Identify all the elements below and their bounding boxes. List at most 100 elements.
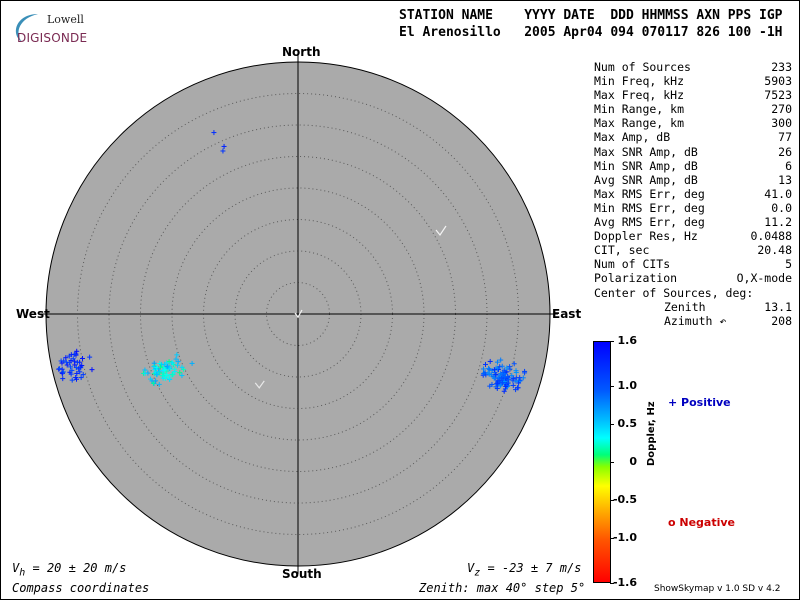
source-marker — [156, 381, 162, 387]
colorbar-tick — [610, 537, 614, 539]
source-marker — [87, 354, 93, 360]
source-marker — [172, 369, 178, 375]
source-marker — [156, 369, 162, 375]
source-marker — [486, 365, 492, 371]
source-marker — [177, 370, 183, 376]
vh-symbol: V — [12, 561, 20, 575]
compass-west-label: West — [16, 307, 50, 321]
legend-negative: o Negative — [668, 516, 736, 529]
colorbar-tick-label: -1.0 — [612, 530, 637, 544]
source-marker — [513, 387, 519, 393]
stat-value: 208 — [771, 313, 792, 328]
zenith-scale-note: Zenith: max 40° step 5° — [419, 581, 586, 595]
source-marker — [68, 352, 74, 358]
velocity-vector-marker — [294, 309, 303, 319]
source-marker — [74, 359, 80, 365]
source-marker — [57, 366, 63, 372]
legend-positive: + Positive — [668, 396, 731, 409]
source-marker — [505, 375, 511, 381]
stat-row: Num of Sources 233 — [594, 60, 792, 74]
compass-east-label: East — [552, 307, 582, 321]
source-marker — [516, 380, 522, 386]
stat-label: Num of Sources — [594, 60, 691, 74]
stat-value: 6 — [785, 158, 792, 173]
stats-panel: Num of Sources 233 Min Freq, kHz 5903 Max Fr… — [594, 60, 792, 328]
source-marker — [487, 358, 493, 364]
source-marker — [489, 368, 495, 374]
source-marker — [175, 359, 181, 365]
source-marker — [80, 372, 86, 378]
stat-value: 26 — [778, 144, 792, 159]
source-marker — [498, 375, 504, 381]
source-marker — [511, 361, 517, 367]
stat-label: Azimuth ↶ — [664, 313, 727, 328]
source-marker — [501, 388, 507, 394]
vz-symbol: V — [467, 561, 475, 575]
source-marker — [507, 364, 513, 370]
source-marker — [499, 363, 505, 369]
source-marker — [160, 375, 166, 381]
source-marker — [70, 356, 76, 362]
stat-label: Min Freq, kHz — [594, 74, 685, 89]
source-marker — [179, 373, 185, 379]
colorbar-tick-label: -1.6 — [612, 576, 637, 589]
vh-value: = 20 ± 20 m/s — [25, 561, 127, 575]
source-marker — [159, 362, 165, 368]
stat-value: 7523 — [764, 88, 792, 103]
coordinate-system-note: Compass coordinates — [12, 581, 150, 595]
stat-row: Azimuth ↶ 208 — [594, 314, 792, 328]
source-marker — [510, 382, 516, 388]
source-marker — [491, 375, 497, 381]
source-marker — [59, 360, 65, 366]
stat-value: 300 — [771, 116, 792, 131]
stat-label: Max Amp, dB — [594, 130, 671, 145]
colorbar-tick-label: 1.0 — [617, 379, 638, 393]
stat-label: Min RMS Err, deg — [594, 200, 705, 215]
source-marker — [63, 359, 69, 365]
source-marker — [68, 364, 74, 370]
stat-row: Max Range, km 300 — [594, 116, 792, 130]
stat-label: Max RMS Err, deg — [594, 186, 705, 201]
stat-row: Center of Sources, deg: — [594, 286, 792, 300]
stat-row: Avg SNR Amp, dB 13 — [594, 173, 792, 187]
stat-row: Min SNR Amp, dB 6 — [594, 159, 792, 173]
source-marker — [220, 148, 226, 154]
source-marker — [166, 374, 172, 380]
colorbar-tick-label: -0.5 — [612, 492, 637, 506]
stat-value: 13 — [778, 172, 792, 187]
source-marker — [496, 374, 502, 380]
source-marker — [153, 378, 159, 384]
stat-row: Zenith 13.1 — [594, 300, 792, 314]
horizontal-velocity: Vh = 20 ± 20 m/s — [12, 561, 126, 578]
source-marker — [142, 370, 148, 376]
stat-row: Num of CITs 5 — [594, 257, 792, 271]
stat-value: 0.0488 — [750, 229, 792, 244]
source-marker — [505, 380, 511, 386]
source-marker — [486, 366, 492, 372]
source-marker — [486, 371, 492, 377]
stat-value: 5 — [785, 257, 792, 272]
source-marker — [495, 381, 501, 387]
center-of-sources-marker — [254, 380, 265, 389]
colorbar-tick — [610, 462, 614, 463]
source-marker — [148, 376, 154, 382]
source-marker — [503, 383, 509, 389]
source-marker — [77, 369, 83, 375]
compass-north-label: North — [282, 45, 321, 59]
stat-row: Min Range, km 270 — [594, 102, 792, 116]
source-marker — [150, 380, 156, 386]
source-marker — [498, 357, 504, 363]
stat-value: 0.0 — [771, 200, 792, 215]
stat-row: Max Amp, dB 77 — [594, 130, 792, 144]
source-marker — [494, 359, 500, 365]
header-values: El Arenosillo 2005 Apr04 094 070117 826 … — [399, 25, 783, 40]
stat-label: Max Range, km — [594, 116, 685, 131]
source-marker — [167, 366, 173, 372]
stat-value: 11.2 — [764, 215, 792, 230]
source-marker — [173, 356, 179, 362]
source-marker — [510, 376, 516, 382]
source-marker — [69, 377, 75, 383]
stat-value: O,X-mode — [736, 271, 792, 286]
stat-row: Doppler Res, Hz 0.0488 — [594, 229, 792, 243]
